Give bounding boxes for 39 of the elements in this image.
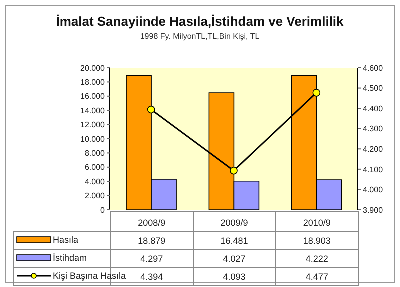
y2-tick-label: 4.500 <box>363 84 384 94</box>
data-label: 4.297 <box>110 250 194 268</box>
data-label: 4.394 <box>140 272 164 282</box>
data-label: 4.093 <box>193 268 276 286</box>
y-tick-label: 10.000 <box>80 134 106 144</box>
y2-tick-label: 4.000 <box>363 186 384 195</box>
y-tick-label: 8.000 <box>84 149 106 158</box>
y-tick-label: 20.000 <box>80 64 106 73</box>
data-label: 4.222 <box>276 250 358 268</box>
data-label: 18.879 <box>110 232 194 250</box>
data-label: 16.481 <box>193 232 276 250</box>
point <box>147 106 156 114</box>
chart-subtitle: 1998 Fy. MilyonTL,TL,Bin Kişi, TL <box>139 32 261 41</box>
y-tick-label: 14.000 <box>80 106 106 116</box>
data-label: 4.027 <box>193 250 276 268</box>
point <box>312 89 321 97</box>
y-tick-label: 16.000 <box>80 92 106 102</box>
y-tick-label: 2.000 <box>84 192 106 201</box>
legend-label: Hasıla <box>53 234 79 244</box>
x-tick-label: 2008/9 <box>110 212 194 232</box>
data-label: 4.477 <box>276 268 358 286</box>
y2-tick-label: 4.600 <box>363 64 384 73</box>
y-tick-label: 12.000 <box>80 120 106 130</box>
y-tick-label: 4.000 <box>84 177 106 186</box>
y-tick-label: 6.000 <box>84 163 106 172</box>
y2-tick-label: 3.900 <box>363 206 384 215</box>
y2-tick-label: 4.100 <box>363 165 384 174</box>
y2-tick-label: 4.300 <box>363 124 384 134</box>
x-tick-label: 2010/9 <box>276 212 358 232</box>
y2-tick-label: 4.200 <box>363 144 384 154</box>
point <box>230 166 238 175</box>
y2-tick-label: 4.400 <box>363 104 384 114</box>
legend-label: Kişi Başına Hasıla <box>53 270 126 280</box>
data-label: 18.903 <box>276 232 358 250</box>
legend-label: İstihdam <box>53 252 88 262</box>
x-tick-label: 2009/9 <box>193 212 276 232</box>
y-tick-label: 18.000 <box>80 78 106 88</box>
chart-title: İmalat Sanayiinde Hasıla,İstihdam ve Verimlilik <box>55 14 345 29</box>
y-tick-label: 0 <box>100 206 106 215</box>
